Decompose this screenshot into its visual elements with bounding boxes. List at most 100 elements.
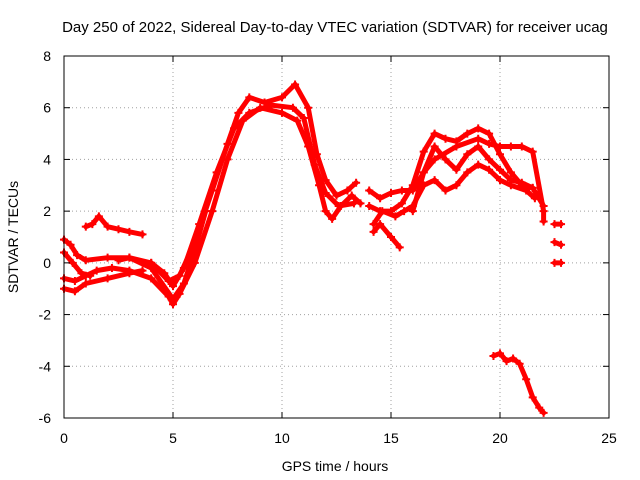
data-point-marker — [195, 220, 204, 229]
data-point-marker — [169, 282, 177, 291]
data-point-marker — [463, 150, 472, 159]
data-point-marker — [68, 258, 77, 267]
data-point-marker — [164, 292, 173, 301]
data-series — [60, 80, 566, 417]
data-point-marker — [496, 165, 504, 174]
series-trace-12 — [408, 142, 537, 216]
series-line — [371, 221, 403, 250]
data-point-marker — [452, 137, 461, 146]
chart-title: Day 250 of 2022, Sidereal Day-to-day VTE… — [62, 19, 608, 36]
y-tick-label: 4 — [43, 151, 51, 167]
data-point-marker — [179, 264, 188, 273]
data-point-marker — [419, 147, 428, 156]
data-point-marker — [291, 80, 300, 89]
series-line — [366, 136, 547, 224]
data-point-marker — [376, 194, 385, 203]
y-axis-label: SDTVAR / TECUs — [5, 181, 21, 293]
data-point-marker — [310, 160, 319, 169]
data-point-marker — [419, 168, 428, 177]
data-point-marker — [430, 142, 439, 151]
y-tick-label: 8 — [43, 48, 51, 64]
data-point-marker — [474, 134, 483, 143]
data-point-marker — [343, 186, 352, 195]
data-point-marker — [489, 351, 498, 360]
data-point-marker — [408, 181, 417, 190]
data-point-marker — [81, 279, 90, 288]
data-point-marker — [138, 230, 147, 239]
data-point-marker — [288, 103, 297, 112]
axis-ticks: 0 5 10 15 20 25 -6 -4 -2 0 2 4 6 8 — [39, 48, 617, 446]
y-tick-label: -4 — [39, 358, 52, 374]
data-point-marker — [441, 134, 450, 143]
series-trace-11 — [369, 220, 404, 252]
data-point-marker — [535, 403, 544, 412]
data-point-marker — [212, 168, 221, 177]
series-trace-13 — [550, 220, 566, 229]
data-point-marker — [347, 191, 356, 200]
data-point-marker — [190, 258, 199, 267]
data-point-marker — [114, 256, 123, 265]
data-point-marker — [92, 266, 101, 275]
y-tick-label: 2 — [43, 203, 51, 219]
data-point-marker — [387, 189, 395, 198]
data-point-marker — [430, 176, 439, 185]
data-point-marker — [441, 186, 450, 195]
data-point-marker — [103, 222, 112, 231]
data-point-marker — [391, 212, 400, 221]
data-point-marker — [528, 183, 537, 192]
data-point-marker — [397, 199, 406, 208]
series-trace-5 — [81, 212, 147, 239]
x-tick-label: 15 — [383, 430, 399, 446]
data-point-marker — [73, 251, 82, 260]
data-point-marker — [369, 227, 378, 236]
data-point-marker — [94, 212, 103, 221]
data-point-marker — [430, 155, 439, 164]
data-point-marker — [70, 276, 79, 285]
data-point-marker — [103, 253, 112, 262]
data-point-marker — [81, 222, 90, 231]
x-tick-label: 0 — [60, 430, 68, 446]
data-point-marker — [169, 300, 177, 309]
data-point-marker — [107, 264, 116, 273]
data-point-marker — [522, 186, 531, 195]
data-point-marker — [245, 93, 254, 102]
data-point-marker — [299, 114, 308, 123]
data-point-marker — [125, 266, 134, 275]
x-tick-label: 25 — [601, 430, 617, 446]
data-point-marker — [496, 150, 504, 159]
x-tick-label: 10 — [274, 430, 290, 446]
data-point-marker — [517, 142, 526, 151]
data-point-marker — [88, 220, 97, 229]
y-tick-label: 0 — [43, 255, 51, 271]
data-point-marker — [376, 220, 385, 229]
x-axis-label: GPS time / hours — [282, 458, 389, 474]
data-point-marker — [321, 207, 330, 216]
data-point-marker — [245, 108, 254, 117]
data-point-marker — [463, 168, 472, 177]
data-point-marker — [557, 220, 566, 229]
data-point-marker — [485, 155, 494, 164]
data-point-marker — [293, 116, 302, 125]
data-point-marker — [304, 103, 313, 112]
data-point-marker — [365, 186, 374, 195]
data-point-marker — [125, 253, 134, 262]
series-trace-15 — [550, 258, 566, 267]
data-point-marker — [208, 207, 217, 216]
data-point-marker — [441, 155, 450, 164]
data-point-marker — [509, 354, 518, 363]
data-point-marker — [539, 217, 548, 226]
data-point-marker — [474, 124, 483, 133]
data-point-marker — [452, 165, 461, 174]
data-point-marker — [278, 93, 286, 102]
grid-lines — [64, 56, 609, 418]
data-point-marker — [474, 142, 483, 151]
data-point-marker — [506, 176, 515, 185]
data-point-marker — [528, 393, 537, 402]
data-point-marker — [267, 101, 276, 110]
data-point-marker — [81, 256, 90, 265]
data-point-marker — [81, 271, 90, 280]
data-point-marker — [539, 408, 548, 417]
x-tick-label: 20 — [492, 430, 508, 446]
data-point-marker — [502, 357, 511, 366]
data-point-marker — [147, 274, 156, 283]
